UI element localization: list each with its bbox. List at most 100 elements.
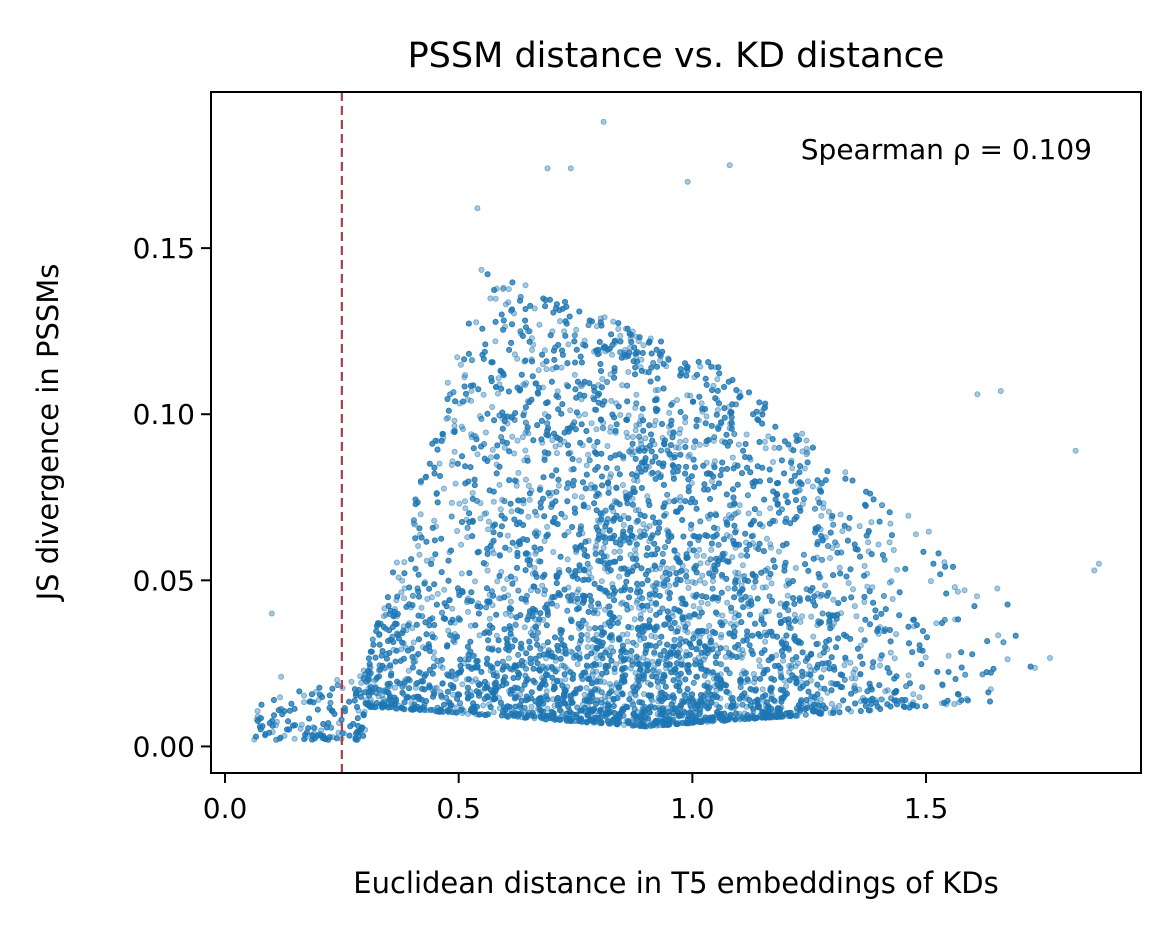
data-point bbox=[449, 458, 456, 465]
data-point bbox=[485, 518, 492, 525]
data-point bbox=[500, 285, 507, 292]
chart-title: PSSM distance vs. KD distance bbox=[408, 36, 945, 76]
data-point bbox=[405, 667, 412, 674]
data-point bbox=[837, 511, 844, 518]
data-point bbox=[735, 441, 742, 448]
data-point bbox=[830, 596, 837, 603]
data-point bbox=[767, 541, 774, 548]
data-point bbox=[686, 451, 693, 458]
data-point bbox=[440, 485, 447, 492]
data-point bbox=[803, 445, 810, 452]
data-point bbox=[723, 645, 730, 652]
data-point bbox=[409, 625, 416, 632]
data-point bbox=[770, 458, 777, 465]
data-point bbox=[776, 548, 783, 555]
data-point bbox=[619, 382, 626, 389]
data-point bbox=[485, 526, 492, 533]
data-point bbox=[601, 314, 608, 321]
data-point bbox=[452, 480, 459, 487]
data-point bbox=[677, 497, 684, 504]
data-point bbox=[480, 702, 487, 709]
data-point bbox=[697, 560, 704, 567]
data-point bbox=[922, 654, 929, 661]
data-point bbox=[458, 570, 465, 577]
data-point bbox=[799, 613, 806, 620]
data-point bbox=[792, 565, 799, 572]
data-point bbox=[646, 538, 653, 545]
data-point bbox=[617, 332, 624, 339]
data-point bbox=[735, 509, 742, 516]
data-point bbox=[803, 437, 810, 444]
data-point bbox=[474, 451, 481, 458]
data-point bbox=[657, 565, 664, 572]
data-point bbox=[525, 482, 532, 489]
data-point bbox=[318, 727, 325, 734]
data-point bbox=[739, 562, 746, 569]
data-point bbox=[539, 582, 546, 589]
data-point bbox=[550, 549, 557, 556]
data-point bbox=[1047, 655, 1054, 662]
data-point bbox=[765, 433, 772, 440]
data-point bbox=[462, 371, 469, 378]
data-point bbox=[512, 576, 519, 583]
data-point bbox=[561, 328, 568, 335]
data-point bbox=[593, 631, 600, 638]
data-point bbox=[424, 596, 431, 603]
data-point bbox=[768, 580, 775, 587]
data-point bbox=[808, 613, 815, 620]
data-point bbox=[444, 379, 451, 386]
data-point bbox=[887, 520, 894, 527]
data-point bbox=[599, 375, 606, 382]
data-point bbox=[820, 666, 827, 673]
data-point bbox=[801, 465, 808, 472]
data-point bbox=[496, 481, 503, 488]
data-point bbox=[698, 599, 705, 606]
data-point bbox=[477, 515, 484, 522]
data-point bbox=[625, 368, 632, 375]
data-point bbox=[581, 691, 588, 698]
data-point bbox=[476, 632, 483, 639]
data-point bbox=[585, 636, 592, 643]
data-point bbox=[251, 736, 258, 743]
data-point bbox=[845, 580, 852, 587]
data-point bbox=[607, 474, 614, 481]
data-point bbox=[468, 431, 475, 438]
data-point bbox=[820, 504, 827, 511]
data-point bbox=[521, 624, 528, 631]
data-point bbox=[464, 534, 471, 541]
data-point bbox=[693, 552, 700, 559]
data-point bbox=[624, 631, 631, 638]
data-point bbox=[531, 565, 538, 572]
data-point bbox=[418, 604, 425, 611]
data-point bbox=[633, 391, 640, 398]
data-point bbox=[393, 559, 400, 566]
data-point bbox=[856, 523, 863, 530]
scatter-points bbox=[251, 118, 1102, 743]
data-point bbox=[578, 494, 585, 501]
data-point bbox=[611, 548, 618, 555]
data-point bbox=[847, 659, 854, 666]
data-point bbox=[511, 351, 518, 358]
data-point bbox=[627, 665, 634, 672]
data-point bbox=[891, 655, 898, 662]
data-point bbox=[836, 564, 843, 571]
data-point bbox=[762, 629, 769, 636]
data-point bbox=[490, 709, 497, 716]
data-point bbox=[711, 458, 718, 465]
data-point bbox=[756, 663, 763, 670]
data-point bbox=[553, 450, 560, 457]
data-point bbox=[810, 633, 817, 640]
data-point bbox=[961, 587, 968, 594]
data-point bbox=[487, 295, 494, 302]
data-point bbox=[762, 638, 769, 645]
data-point bbox=[724, 532, 731, 539]
data-point bbox=[995, 632, 1002, 639]
data-point bbox=[861, 599, 868, 606]
data-point bbox=[620, 481, 627, 488]
data-point bbox=[604, 442, 611, 449]
data-point bbox=[300, 692, 307, 699]
data-point bbox=[468, 387, 475, 394]
data-point bbox=[451, 448, 458, 455]
data-point bbox=[480, 391, 487, 398]
